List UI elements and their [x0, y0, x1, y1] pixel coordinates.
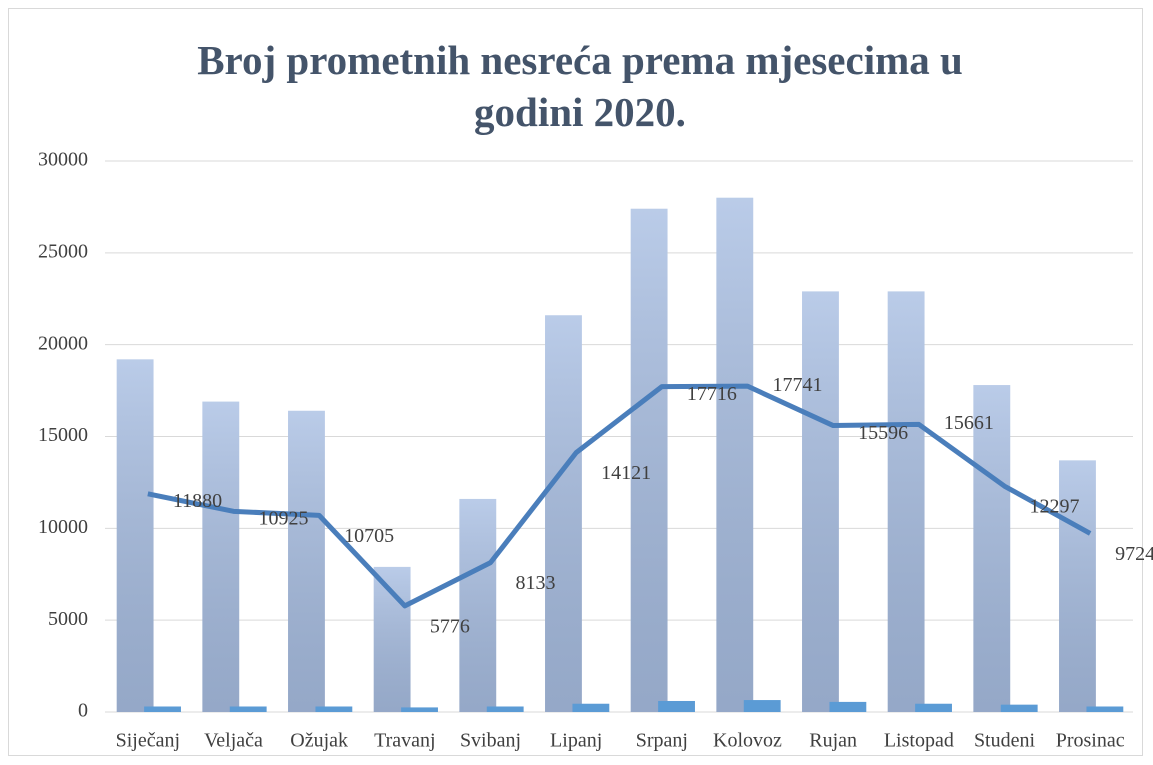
bar [229, 706, 267, 712]
data-label: 17741 [773, 374, 823, 396]
data-label: 9724 [1115, 543, 1153, 565]
data-label: 17716 [687, 383, 737, 405]
bar [1000, 704, 1038, 712]
bar [915, 703, 952, 712]
x-tick-label: Studeni [974, 730, 1036, 752]
y-tick-label: 25000 [38, 240, 88, 262]
data-label: 14121 [601, 462, 651, 484]
bar-shade [373, 566, 411, 712]
bar-shade [288, 410, 325, 712]
x-tick-label: Prosinac [1056, 730, 1125, 752]
data-label: 10925 [259, 508, 309, 530]
y-tick-label: 30000 [38, 149, 88, 171]
bar-shade [116, 359, 154, 712]
bar [572, 703, 610, 712]
bar-shade [545, 315, 582, 712]
x-tick-label: Kolovoz [713, 730, 782, 752]
y-tick-label: 0 [78, 700, 88, 722]
x-tick-label: Listopad [884, 730, 954, 752]
x-tick-label: Ožujak [290, 730, 348, 752]
bar-shade [973, 385, 1011, 712]
bar-shade [887, 291, 925, 712]
chart-frame [8, 8, 1143, 756]
line [147, 383, 1092, 609]
bar-shade [1059, 460, 1096, 712]
x-tick-label: Veljača [204, 730, 263, 752]
bar [829, 701, 867, 712]
data-label: 15661 [944, 412, 994, 434]
bar [743, 700, 781, 712]
x-tick-label: Siječanj [116, 730, 180, 752]
bar [486, 706, 524, 712]
x-tick-label: Rujan [809, 730, 857, 752]
y-tick-label: 20000 [38, 332, 88, 354]
data-label: 12297 [1030, 496, 1080, 518]
bar-shade [716, 197, 754, 712]
data-label: 8133 [516, 572, 556, 594]
bar-shade [459, 498, 497, 712]
data-label: 11880 [173, 490, 222, 512]
y-tick-label: 10000 [38, 516, 88, 538]
x-tick-label: Travanj [374, 730, 435, 752]
y-tick-label: 5000 [48, 608, 88, 630]
bar [658, 700, 695, 712]
bar-shade [202, 401, 240, 712]
data-label: 10705 [344, 525, 394, 547]
data-label: 15596 [858, 422, 908, 444]
x-tick-label: Svibanj [460, 730, 521, 752]
y-tick-label: 15000 [38, 424, 88, 446]
bar [401, 707, 438, 712]
bar-shade [802, 291, 839, 712]
bar [144, 706, 181, 712]
data-label: 5776 [430, 616, 470, 638]
chart-title: Broj prometnih nesreća prema mjesecima u… [197, 37, 963, 135]
bar [1086, 706, 1124, 712]
x-tick-label: Lipanj [550, 730, 602, 752]
x-tick-label: Srpanj [636, 730, 688, 752]
bar [315, 706, 353, 712]
bar-shade [630, 208, 668, 712]
